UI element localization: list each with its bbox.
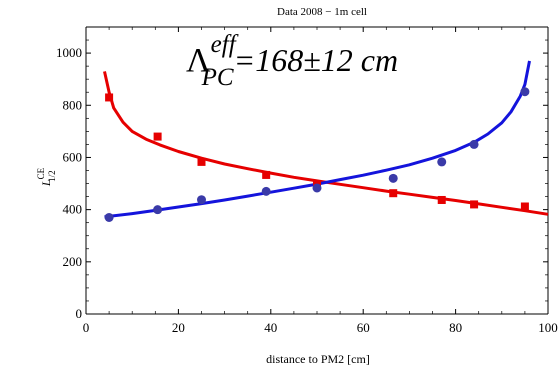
- y-tick-label: 200: [63, 254, 83, 269]
- annotation-symbol: Λ: [186, 42, 211, 79]
- data-point-series-1: [197, 157, 206, 166]
- data-point-series-1: [470, 200, 479, 209]
- chart-title: Data 2008 − 1m cell: [277, 6, 367, 18]
- x-tick-label: 20: [172, 320, 185, 335]
- data-point-series-2: [520, 87, 530, 97]
- data-point-series-1: [262, 170, 271, 179]
- data-markers: [104, 87, 530, 222]
- x-axis-label: distance to PM2 [cm]: [266, 352, 370, 366]
- y-axis-label-main: L: [39, 179, 53, 187]
- data-point-series-2: [261, 186, 271, 196]
- data-point-series-2: [388, 173, 398, 183]
- y-tick-label: 1000: [56, 45, 82, 60]
- axis-ticks: [85, 26, 549, 315]
- x-tick-label: 60: [357, 320, 370, 335]
- y-axis-label: LCE1/2: [36, 167, 57, 187]
- y-tick-label: 0: [76, 306, 83, 321]
- data-point-series-1: [153, 132, 162, 141]
- data-point-series-1: [105, 93, 114, 102]
- y-tick-label: 600: [63, 149, 83, 164]
- data-point-series-2: [312, 183, 322, 193]
- data-point-series-1: [389, 189, 398, 198]
- annotation-subscript: PC: [201, 64, 234, 91]
- x-tick-label: 40: [264, 320, 277, 335]
- y-axis-label-sup: CE: [36, 167, 46, 179]
- x-tick-label: 100: [538, 320, 558, 335]
- y-tick-label: 400: [63, 202, 83, 217]
- fit-line-series-1: [103, 71, 549, 216]
- data-point-series-2: [197, 195, 206, 205]
- fit-curves: [103, 60, 549, 219]
- data-point-series-1: [520, 202, 529, 211]
- data-point-series-2: [437, 157, 447, 167]
- attenuation-annotation: Λeff PC=168±12 cm: [186, 31, 398, 91]
- data-point-series-1: [437, 195, 446, 204]
- data-point-series-2: [104, 212, 114, 222]
- data-point-series-2: [469, 139, 479, 149]
- annotation-value: =168±12 cm: [234, 42, 398, 78]
- y-axis-label-sub: 1/2: [47, 170, 57, 182]
- data-point-series-2: [153, 205, 163, 215]
- x-tick-label: 80: [449, 320, 462, 335]
- y-tick-label: 800: [63, 97, 83, 112]
- annotation-superscript: eff: [211, 31, 239, 58]
- fit-line-series-2: [104, 60, 531, 219]
- x-tick-label: 0: [83, 320, 90, 335]
